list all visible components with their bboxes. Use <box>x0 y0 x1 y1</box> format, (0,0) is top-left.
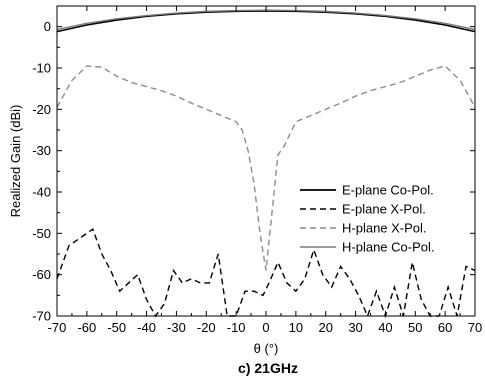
x-tick-label: 0 <box>262 320 269 335</box>
x-tick-label: -20 <box>197 320 216 335</box>
series-line-1 <box>56 10 476 33</box>
x-tick-label: 20 <box>318 320 332 335</box>
legend-label-1: E-plane Co-Pol. <box>342 183 434 198</box>
legend-label-3: H-plane X-Pol. <box>342 221 427 236</box>
x-tick-label: -30 <box>167 320 186 335</box>
series-line-3 <box>56 65 476 271</box>
y-tick-label: 0 <box>44 19 51 34</box>
x-tick-label: -50 <box>107 320 126 335</box>
legend-label-2: E-plane X-Pol. <box>342 202 426 217</box>
legend-label-4: H-plane Co-Pol. <box>342 240 435 255</box>
y-tick-label: -10 <box>32 61 51 76</box>
x-axis: -70 -60 -50 -40 -30 -20 -10 0 10 20 30 40 50 60 70 <box>48 6 482 335</box>
x-tick-label: 50 <box>408 320 422 335</box>
x-tick-label: 60 <box>438 320 452 335</box>
y-tick-label: -60 <box>32 267 51 282</box>
x-tick-label: 40 <box>378 320 392 335</box>
series-line-2 <box>56 228 476 319</box>
y-tick-label: -70 <box>32 309 51 324</box>
x-tick-label: 30 <box>348 320 362 335</box>
legend: E-plane Co-Pol. E-plane X-Pol. H-plane X-P… <box>300 183 435 255</box>
chart-caption: c) 21GHz <box>238 360 298 376</box>
y-axis-label: Realized Gain (dBi) <box>8 105 23 218</box>
x-tick-label: 70 <box>468 320 482 335</box>
x-tick-label: 10 <box>289 320 303 335</box>
y-tick-label: -20 <box>32 102 51 117</box>
x-tick-label: -10 <box>227 320 246 335</box>
series-layer <box>56 9 476 319</box>
x-axis-label: θ (°) <box>254 341 279 356</box>
y-tick-label: -50 <box>32 226 51 241</box>
x-tick-label: -40 <box>137 320 156 335</box>
y-tick-label: -40 <box>32 185 51 200</box>
x-tick-label: -60 <box>77 320 96 335</box>
y-axis: 0 -10 -20 -30 -40 -50 -60 -70 <box>32 5 475 324</box>
y-tick-label: -30 <box>32 143 51 158</box>
x-tick-label: -70 <box>48 320 67 335</box>
